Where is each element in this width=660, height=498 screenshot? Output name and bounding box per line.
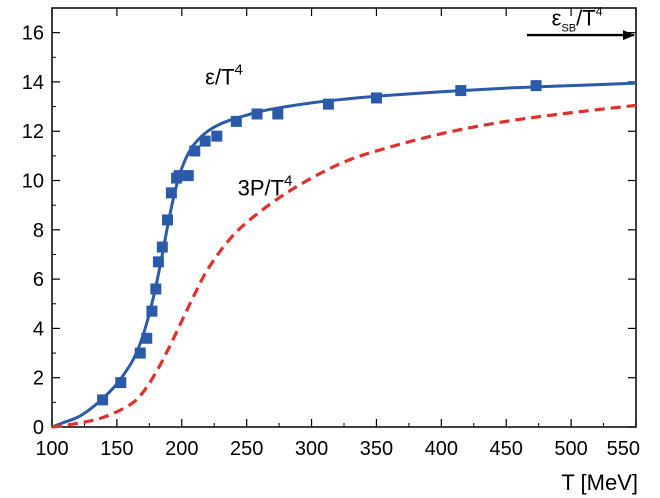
x-tick-label: 350 [360,438,393,460]
data-point-marker [173,170,185,182]
series-layer [51,81,637,429]
y-tick-label: 0 [33,417,44,439]
x-axis-title: T [MeV] [561,470,638,495]
data-point-marker [530,80,542,92]
data-point-marker [165,187,177,199]
data-point-marker [211,130,223,142]
x-tick-label: 200 [165,438,198,460]
data-point-marker [251,108,263,120]
y-tick-label: 14 [22,72,44,94]
data-point-marker [134,347,146,359]
pressure-label: 3P/T4 [238,172,293,200]
x-tick-label: 550 [607,438,640,460]
annotation-layer: ε/T4 3P/T4 εSB/T4 [205,4,635,200]
marker-layer [97,80,542,406]
x-tick-label: 300 [295,438,328,460]
y-tick-label: 2 [33,368,44,390]
plot-frame [51,7,637,428]
x-tick-label: 150 [100,438,133,460]
data-point-marker [322,98,334,110]
plot-area [51,7,637,428]
stefan-boltzmann-label: εSB/T4 [552,4,603,34]
pressure-line [51,103,637,429]
x-tick-label: 250 [230,438,263,460]
y-axis-ticks: 0 2 4 6 8 10 12 14 16 [22,23,636,439]
data-point-marker [152,256,164,268]
data-point-marker [156,241,168,253]
y-tick-label: 4 [33,318,44,340]
data-point-marker [182,170,194,182]
y-tick-label: 6 [33,269,44,291]
y-tick-label: 16 [22,23,44,45]
energy-density-line [51,81,637,429]
data-point-marker [115,377,127,389]
data-point-marker [189,145,201,157]
x-tick-label: 450 [490,438,523,460]
y-tick-label: 8 [33,220,44,242]
data-point-marker [97,394,109,406]
x-tick-label: 400 [425,438,458,460]
data-point-marker [455,85,467,97]
x-axis-ticks: 100 150 200 250 300 350 400 450 500 550 [35,8,640,460]
data-point-marker [141,332,153,344]
data-point-marker [146,305,158,317]
y-tick-label: 10 [22,171,44,193]
data-point-marker [230,115,242,127]
data-point-marker [150,283,162,295]
data-point-marker [272,108,284,120]
y-tick-label: 12 [22,121,44,143]
energy-density-label: ε/T4 [205,61,243,89]
data-point-marker [199,135,211,147]
data-point-marker [370,92,382,104]
data-point-marker [162,214,174,226]
x-tick-label: 100 [35,438,68,460]
x-tick-label: 500 [554,438,587,460]
